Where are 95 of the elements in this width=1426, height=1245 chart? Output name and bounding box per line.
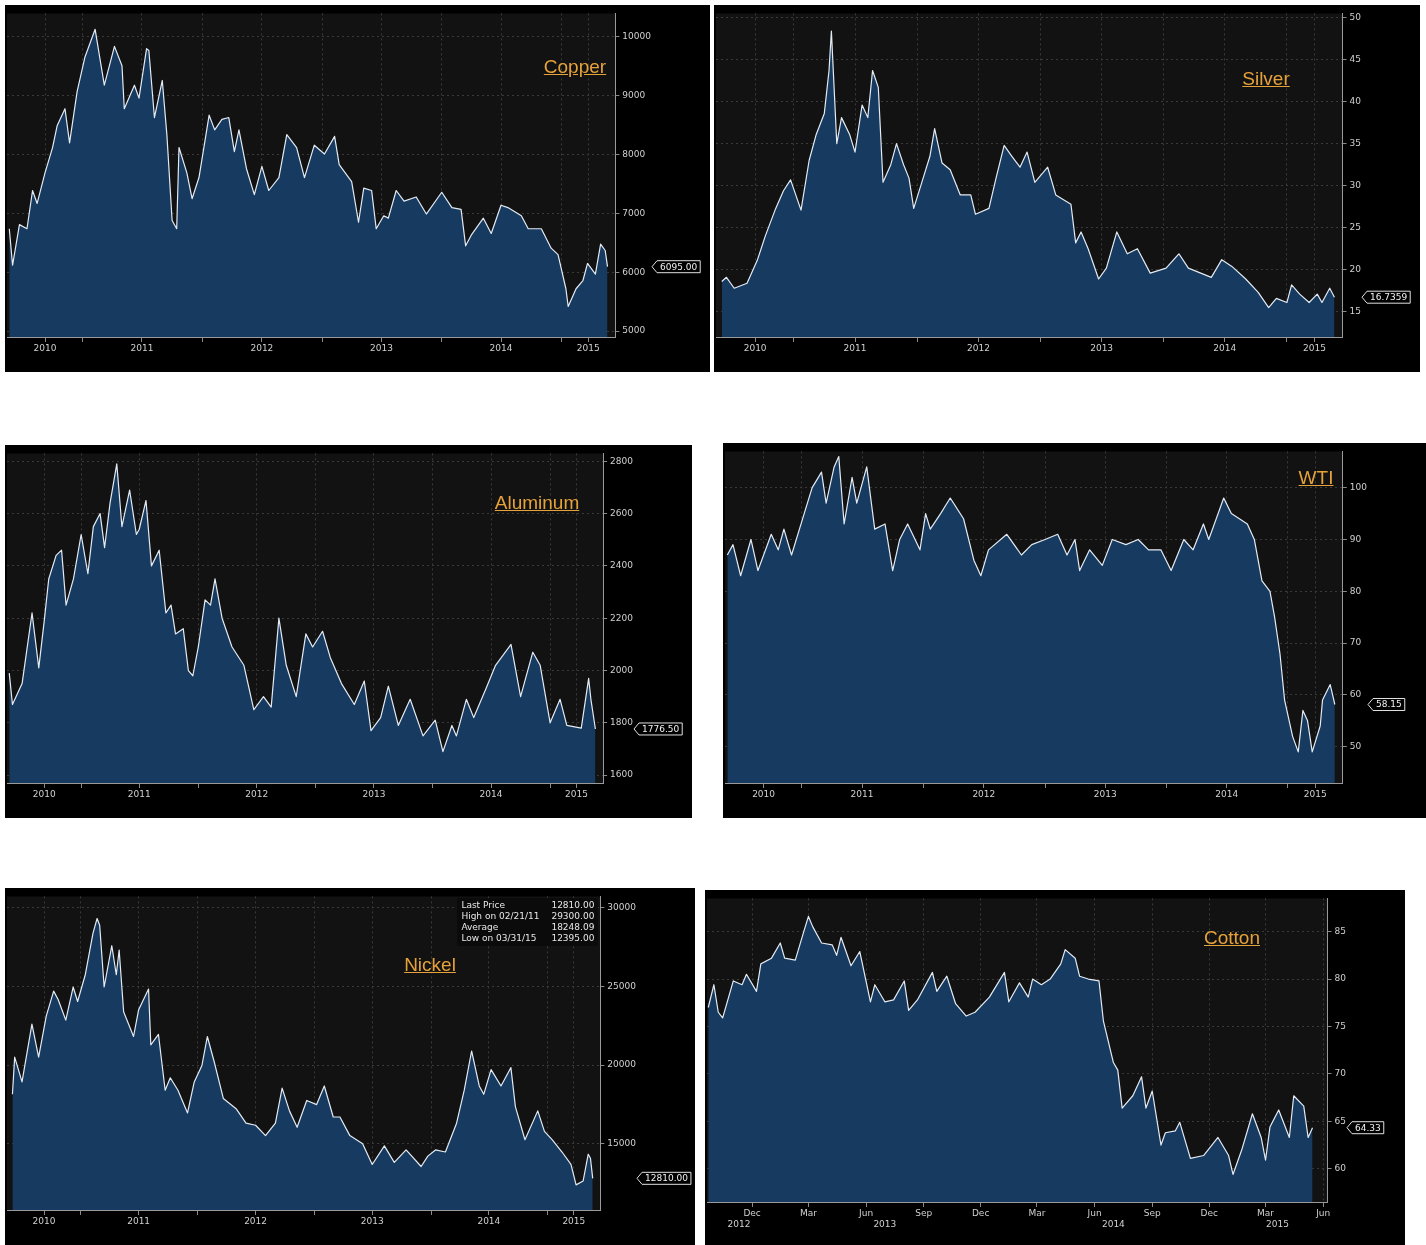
y-tick-label: 75	[1334, 1020, 1346, 1031]
y-tick-label: 60	[1349, 689, 1362, 700]
y-tick-label: 35	[1349, 138, 1361, 149]
x-tick-label: 2015	[565, 788, 588, 799]
x-tick-label: 2011	[130, 342, 154, 353]
x-tick-label: 2010	[32, 1215, 56, 1226]
x-tick-label: 2015	[576, 342, 600, 353]
x-tick-label: Jun	[858, 1207, 874, 1218]
x-tick-label: 2012	[972, 788, 996, 799]
text: Silver	[1242, 68, 1290, 90]
y-tick-label: 2800	[610, 455, 634, 466]
y-tick-label: 80	[1334, 973, 1347, 984]
x-tick-label: Sep	[915, 1207, 933, 1218]
y-tick-label: 9000	[622, 90, 646, 101]
text: High on 02/21/11 29300.00	[461, 911, 595, 922]
x-tick-label: Jun	[1086, 1207, 1102, 1218]
text: Cotton	[1204, 927, 1260, 949]
y-tick-label: 10000	[622, 31, 652, 42]
y-tick-label: 90	[1349, 533, 1362, 544]
y-tick-label: 1600	[610, 769, 634, 780]
x-tick-label: 2015	[1303, 788, 1327, 799]
y-tick-label: 45	[1349, 53, 1361, 64]
x-tick-label: 2010	[752, 788, 776, 799]
x-tick-label: 2013	[362, 788, 386, 799]
x-tick-label: Dec	[971, 1207, 990, 1218]
x-tick-label: 2014	[1213, 342, 1237, 353]
x-tick-label: 2012	[250, 342, 274, 353]
x-tick-label: 2010	[33, 342, 57, 353]
y-tick-label: 60	[1334, 1163, 1347, 1174]
y-tick-label: 25000	[607, 980, 637, 991]
y-tick-label: 2600	[610, 507, 634, 518]
text: WTI	[1298, 467, 1334, 489]
x-tick-label: 2011	[127, 1215, 151, 1226]
text: 1776.50	[642, 723, 680, 734]
y-tick-label: 30	[1349, 180, 1362, 191]
x-tick-label: 2012	[244, 1215, 268, 1226]
y-tick-label: 50	[1349, 741, 1362, 752]
x-tick-label: 2012	[245, 788, 269, 799]
y-tick-label: 2000	[610, 664, 634, 675]
y-tick-label: 2200	[610, 612, 634, 623]
text: 12810.00	[645, 1173, 688, 1184]
x-tick-label: 2013	[370, 342, 393, 353]
text: 64.33	[1355, 1122, 1381, 1133]
y-tick-label: 20	[1349, 264, 1362, 275]
x-tick-label: 2014	[477, 1215, 501, 1226]
x-tick-label: Dec	[743, 1207, 761, 1218]
y-tick-label: 6000	[622, 266, 646, 277]
y-tick-label: 40	[1349, 96, 1362, 106]
x-tick-label: 2014	[479, 788, 503, 799]
x-tick-label: 2015	[1303, 342, 1326, 353]
text: Copper	[543, 56, 607, 78]
text: Low on 03/31/15 12395.00	[461, 933, 595, 944]
text: Nickel	[404, 954, 456, 976]
y-tick-label: 8000	[622, 148, 646, 159]
x-tick-label: 2014	[1215, 788, 1239, 799]
x-tick-label: 2010	[743, 342, 767, 353]
x-tick-label: 2015	[562, 1215, 586, 1226]
y-tick-label: 50	[1349, 11, 1362, 22]
x-tick-label: Sep	[1143, 1207, 1161, 1218]
x-tick-label: 2014	[489, 342, 513, 353]
text: 6095.00	[660, 261, 698, 272]
x-tick-label: Mar	[1257, 1207, 1275, 1218]
text: Last Price	[461, 900, 505, 911]
text: 58.15	[1376, 699, 1402, 710]
x-tick-label: 2011	[850, 788, 874, 799]
x-tick-label: Mar	[1028, 1207, 1046, 1218]
y-tick-label: 100	[1349, 482, 1368, 493]
y-tick-label: 85	[1334, 925, 1346, 936]
x-tick-label: 2010	[32, 788, 56, 799]
y-tick-label: 15	[1349, 306, 1361, 317]
text: Average 18248.09	[461, 922, 595, 933]
y-tick-label: 70	[1334, 1068, 1347, 1079]
y-tick-label: 30000	[607, 901, 637, 912]
x-tick-label: 2011	[127, 788, 151, 799]
text: Aluminum	[494, 492, 580, 514]
y-tick-label: 20000	[607, 1059, 637, 1070]
x-tick-label: 2013	[1093, 788, 1117, 799]
y-tick-label: 70	[1349, 637, 1362, 648]
x-tick-label: Mar	[799, 1207, 818, 1218]
y-tick-label: 1800	[610, 717, 634, 728]
y-tick-label: 25	[1349, 222, 1361, 233]
y-tick-label: 15000	[607, 1138, 637, 1149]
text: 16.7359	[1370, 292, 1408, 303]
x-tick-label: 2011	[843, 342, 867, 353]
y-tick-label: 7000	[622, 207, 646, 218]
x-tick-label: 2012	[967, 342, 990, 353]
x-tick-label: 2013	[1090, 342, 1114, 353]
y-tick-label: 80	[1349, 585, 1362, 596]
y-tick-label: 2400	[610, 560, 634, 571]
y-tick-label: 5000	[622, 325, 646, 336]
x-tick-label: Dec	[1200, 1207, 1218, 1218]
x-tick-label: Jun	[1315, 1207, 1331, 1218]
annotation: 12810.00	[551, 900, 595, 912]
x-tick-label: 2013	[360, 1215, 384, 1226]
y-tick-label: 65	[1334, 1115, 1346, 1126]
